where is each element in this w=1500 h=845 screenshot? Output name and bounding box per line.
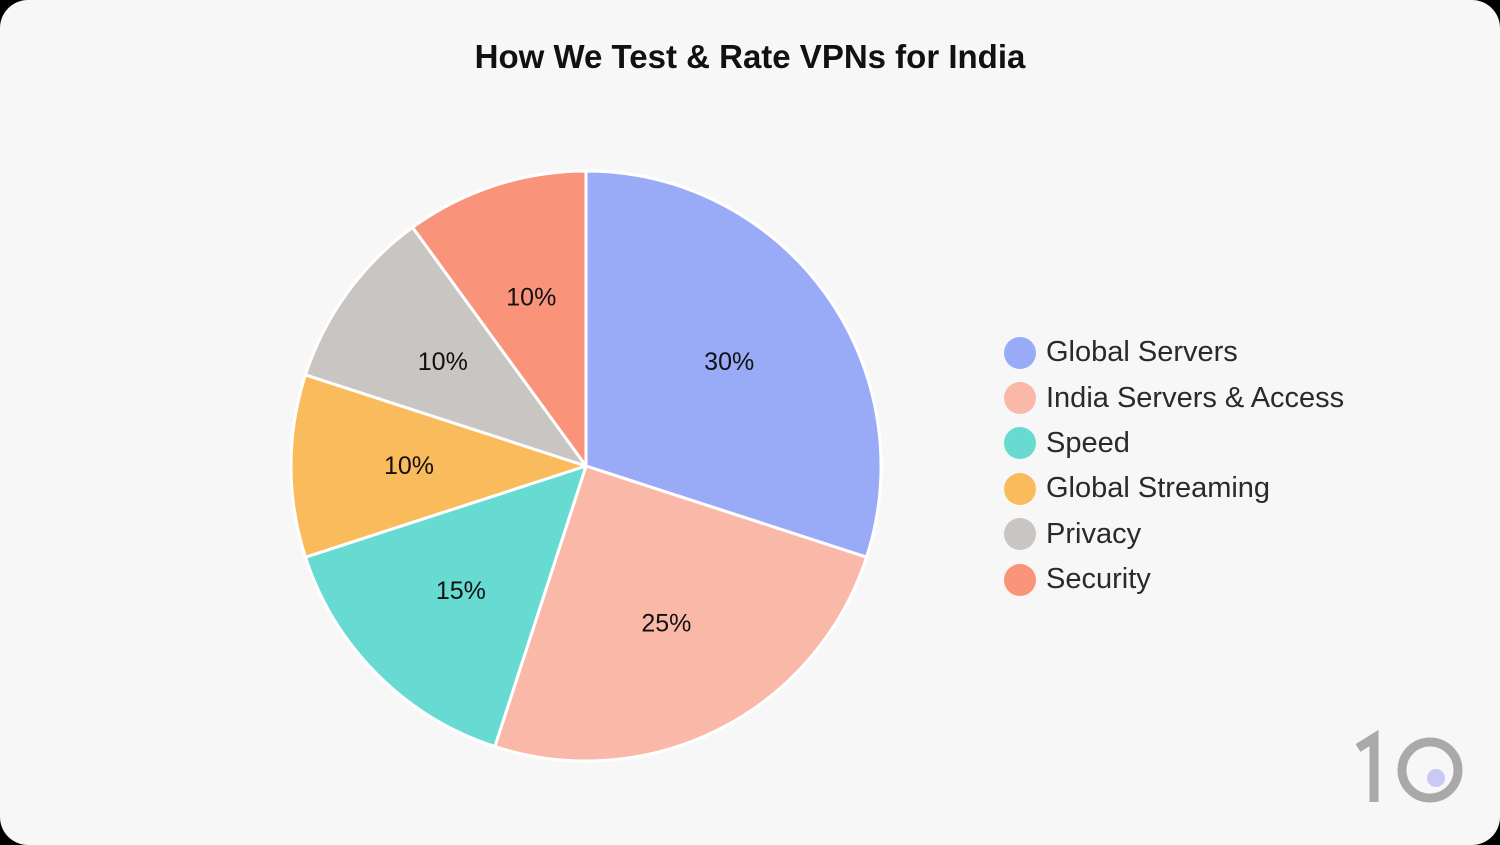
- slice-value-label: 10%: [384, 452, 434, 480]
- legend-swatch: [1004, 336, 1036, 369]
- legend-label: India Servers & Access: [1046, 381, 1345, 414]
- legend-label: Privacy: [1046, 517, 1142, 550]
- legend-item: Speed: [1004, 421, 1344, 466]
- slice-value-label: 30%: [704, 348, 754, 376]
- legend-item: Security: [1004, 557, 1344, 602]
- legend-item: Global Servers: [1004, 330, 1344, 375]
- chart-legend: Global Servers India Servers & Access Spee…: [1004, 330, 1344, 602]
- pie-slice-security: [411, 169, 588, 468]
- top10vpn-logo-icon: [1355, 730, 1463, 803]
- chart-title: How We Test & Rate VPNs for India: [474, 38, 1026, 75]
- slice-value-label: 10%: [418, 348, 468, 376]
- legend-item: India Servers & Access: [1004, 375, 1344, 420]
- legend-swatch: [1004, 563, 1036, 596]
- legend-swatch: [1004, 427, 1036, 460]
- slice-value-label: 15%: [436, 577, 486, 605]
- legend-swatch: [1004, 518, 1036, 551]
- legend-item: Privacy: [1004, 512, 1344, 557]
- pie-slice-global-servers: [584, 169, 883, 559]
- logo-digit-zero: [1397, 737, 1463, 803]
- logo-digit-one: [1355, 730, 1379, 802]
- legend-label: Security: [1046, 563, 1151, 596]
- pie-slice-india-servers-access: [493, 464, 869, 763]
- pie-slice-global-streaming: [289, 373, 588, 559]
- legend-label: Speed: [1046, 426, 1130, 459]
- pie-slice-privacy: [303, 225, 588, 468]
- logo-dot: [1427, 769, 1445, 787]
- pie-slice-speed: [303, 464, 588, 749]
- legend-item: Global Streaming: [1004, 466, 1344, 511]
- legend-label: Global Servers: [1046, 336, 1238, 369]
- legend-swatch: [1004, 472, 1036, 505]
- slice-value-label: 25%: [641, 610, 691, 638]
- slice-value-label: 10%: [506, 284, 556, 312]
- legend-label: Global Streaming: [1046, 472, 1271, 505]
- legend-swatch: [1004, 382, 1036, 415]
